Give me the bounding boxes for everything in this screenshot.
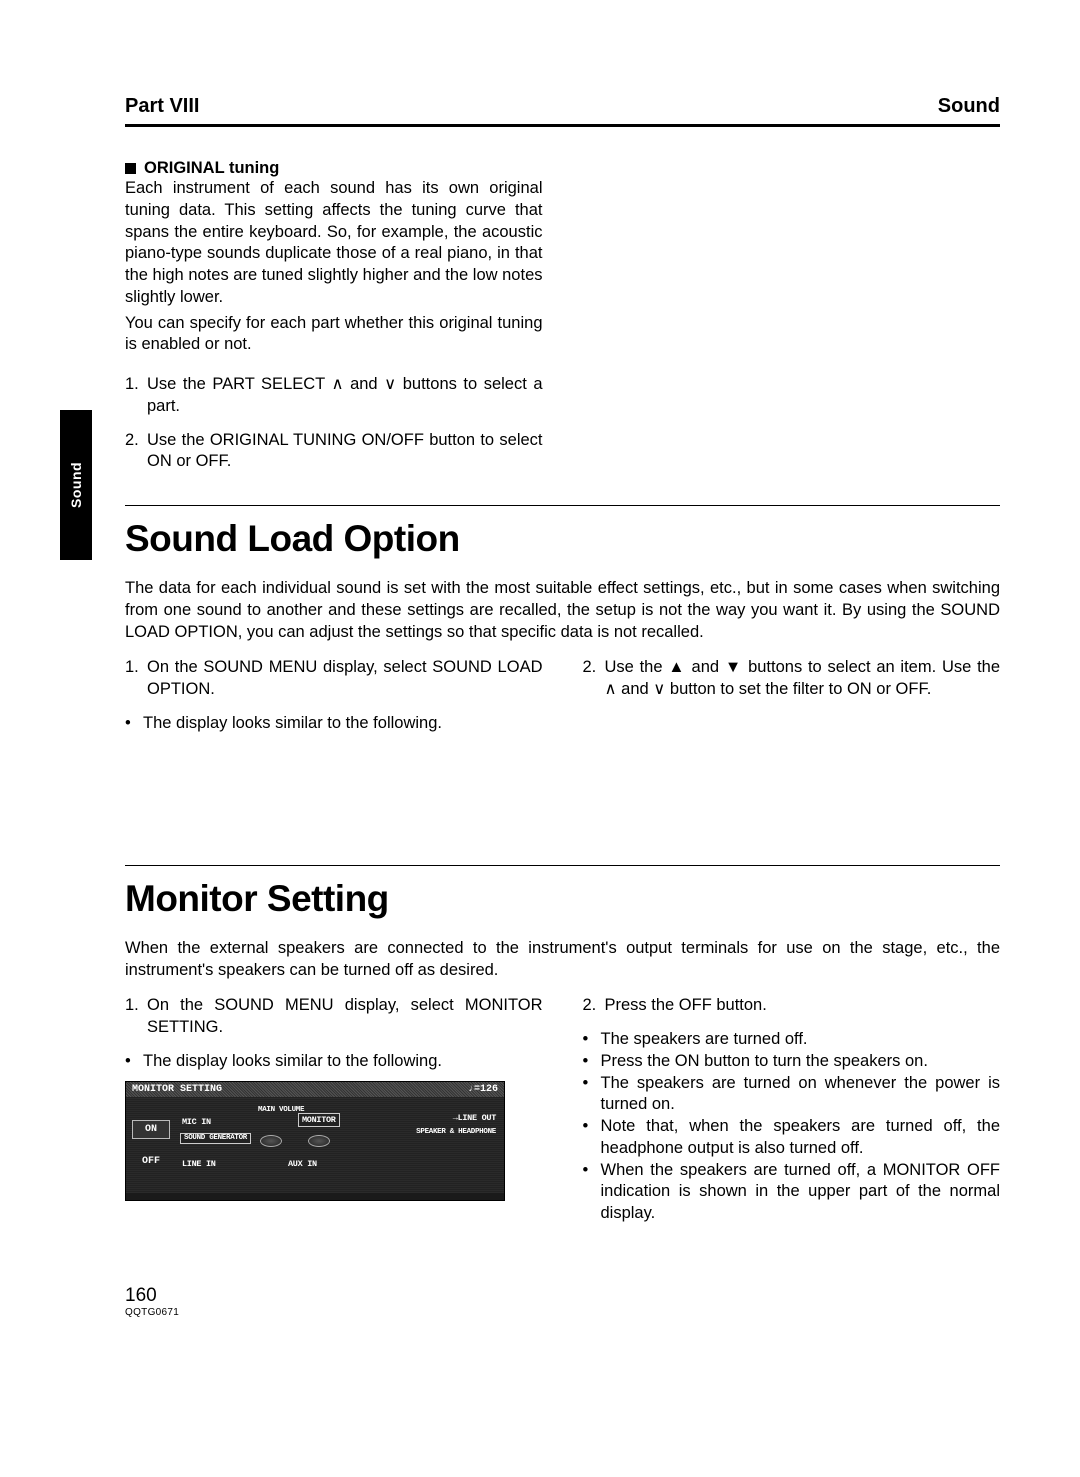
page-number: 160 [125, 1285, 1000, 1307]
monitor-intro: When the external speakers are connected… [125, 938, 1000, 982]
bullet-icon: • [583, 1029, 601, 1051]
monitor-left-bullet: The display looks similar to the followi… [143, 1051, 543, 1073]
original-tuning-step2: Use the ORIGINAL TUNING ON/OFF button to… [147, 430, 543, 474]
doc-code: QQTG0671 [125, 1307, 1000, 1318]
original-tuning-p2: You can specify for each part whether th… [125, 313, 543, 357]
section-rule [125, 505, 1000, 506]
bullet-icon: • [583, 1116, 601, 1160]
sound-load-step1: On the SOUND MENU display, select SOUND … [147, 657, 543, 701]
monitor-step1: On the SOUND MENU display, select MONITO… [147, 995, 543, 1039]
original-tuning-heading: ORIGINAL tuning [125, 159, 543, 178]
monitor-b2: Press the ON button to turn the speakers… [601, 1051, 1001, 1073]
diag-mic-in: MIC IN [182, 1117, 211, 1127]
diag-monitor-box: MONITOR [298, 1113, 340, 1127]
diag-sound-gen: SOUND GENERATOR [180, 1133, 251, 1145]
step-number: 1. [125, 374, 147, 418]
original-tuning-heading-text: ORIGINAL tuning [144, 159, 279, 177]
sound-load-title: Sound Load Option [125, 518, 1000, 560]
square-icon [125, 163, 136, 174]
monitor-b1: The speakers are turned off. [601, 1029, 1001, 1051]
monitor-b4: Note that, when the speakers are turned … [601, 1116, 1001, 1160]
diag-aux-in: AUX IN [288, 1159, 317, 1169]
monitor-screenshot: MONITOR SETTING ♩=126 ON OFF MIC IN SOUN… [125, 1081, 505, 1201]
diag-knob-vol [260, 1135, 282, 1147]
section-rule [125, 865, 1000, 866]
monitor-step2: Press the OFF button. [605, 995, 1001, 1017]
screenshot-on-button: ON [132, 1120, 170, 1139]
diag-knob-mon [308, 1135, 330, 1147]
header-section: Sound [938, 95, 1000, 118]
diag-spk-hp: SPEAKER & HEADPHONE [416, 1129, 496, 1137]
step-number: 1. [125, 995, 147, 1039]
screenshot-title: MONITOR SETTING [132, 1084, 222, 1095]
bullet-icon: • [583, 1073, 601, 1117]
side-tab-sound: Sound [60, 410, 92, 560]
bullet-icon: • [583, 1160, 601, 1225]
step-number: 2. [583, 995, 605, 1017]
screenshot-tempo: ♩=126 [468, 1084, 498, 1095]
bullet-icon: • [125, 713, 143, 735]
sound-load-left-bullet: The display looks similar to the followi… [143, 713, 543, 735]
screenshot-off-button: OFF [132, 1153, 170, 1170]
monitor-b3: The speakers are turned on whenever the … [601, 1073, 1001, 1117]
diag-line-in: LINE IN [182, 1159, 216, 1169]
bullet-icon: • [125, 1051, 143, 1073]
sound-load-intro: The data for each individual sound is se… [125, 578, 1000, 643]
monitor-b5: When the speakers are turned off, a MONI… [601, 1160, 1001, 1225]
bullet-icon: • [583, 1051, 601, 1073]
diag-line-out: →LINE OUT [453, 1113, 496, 1123]
header-part: Part VIII [125, 95, 199, 118]
step-number: 2. [125, 430, 147, 474]
monitor-title: Monitor Setting [125, 878, 1000, 920]
sound-load-step2a: Use the ▲ and ▼ buttons to select an ite… [605, 658, 937, 676]
step-number: 1. [125, 657, 147, 701]
original-tuning-p1: Each instrument of each sound has its ow… [125, 178, 543, 309]
original-tuning-step1: Use the PART SELECT ∧ and ∨ buttons to s… [147, 374, 543, 418]
step-number: 2. [583, 657, 605, 701]
